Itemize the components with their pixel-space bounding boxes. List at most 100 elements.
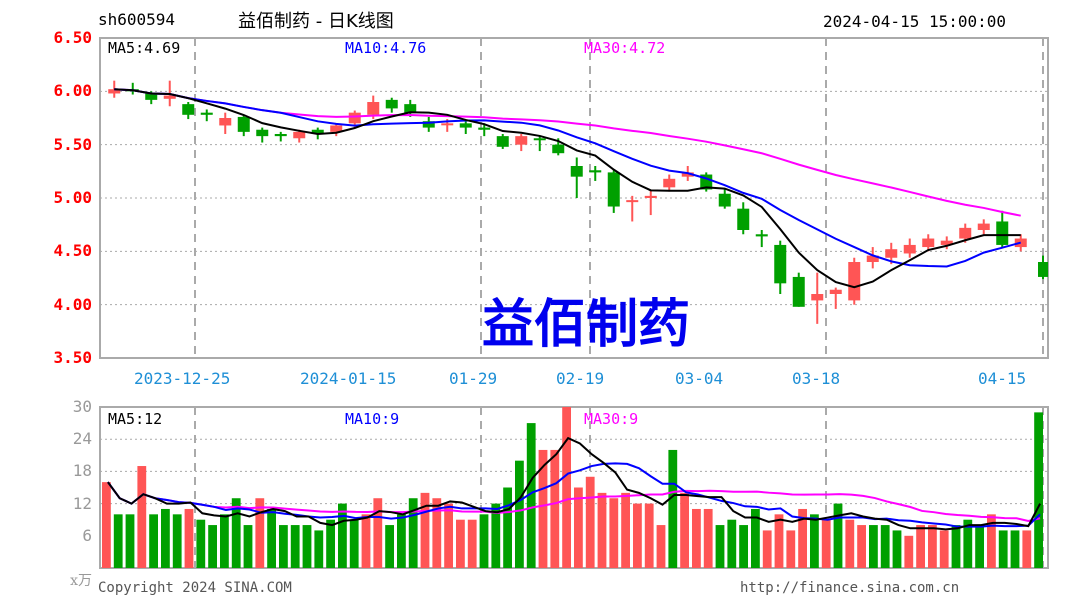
candle-body	[108, 89, 121, 94]
candle-body	[996, 221, 1009, 245]
volume-bar	[703, 508, 713, 568]
volume-bar	[751, 508, 760, 568]
volume-bar	[951, 525, 961, 568]
candle-body	[792, 276, 805, 307]
candle-body	[663, 178, 676, 188]
volume-bar	[833, 503, 843, 568]
candle-body	[848, 262, 861, 301]
volume-y-tick: 18	[72, 461, 92, 481]
volume-ma5-label: MA5:12	[108, 410, 163, 428]
volume-bar	[302, 525, 312, 568]
candle-body	[459, 123, 472, 128]
volume-bar	[467, 519, 477, 568]
volume-bar	[397, 514, 406, 568]
volume-bar	[408, 498, 418, 568]
date-x-tick: 02-19	[556, 369, 605, 388]
candle-body	[182, 104, 195, 115]
volume-bar	[479, 514, 489, 568]
volume-bar	[526, 423, 536, 568]
volume-bar	[928, 525, 937, 568]
volume-bar	[491, 503, 501, 568]
candle-body	[219, 118, 232, 126]
volume-bar	[656, 525, 666, 568]
volume-bar	[739, 525, 748, 568]
volume-bar	[314, 530, 324, 568]
volume-bar	[880, 525, 890, 568]
volume-bar	[574, 487, 583, 568]
volume-unit-label: x万	[70, 573, 92, 589]
volume-bar	[692, 508, 701, 568]
candle-body	[293, 131, 306, 139]
volume-ma10-label: MA10:9	[345, 410, 400, 428]
candle-body	[885, 249, 898, 258]
price-ma10-line	[114, 88, 1022, 268]
volume-bar	[503, 487, 512, 568]
volume-bar	[562, 407, 571, 568]
candle-body	[570, 166, 583, 177]
volume-bar	[621, 492, 630, 568]
volume-bar	[243, 525, 253, 568]
candle-body	[274, 134, 287, 137]
volume-bar	[1022, 530, 1032, 568]
volume-ma5-line	[107, 436, 1041, 531]
chart-datetime: 2024-04-15 15:00:00	[823, 12, 1007, 31]
price-y-tick: 4.00	[53, 294, 92, 314]
volume-bar	[810, 514, 819, 568]
date-x-tick: 01-29	[449, 369, 498, 388]
volume-bar	[786, 530, 796, 568]
volume-bar	[220, 514, 229, 568]
candle-body	[441, 123, 454, 126]
volume-bar	[373, 498, 383, 568]
candle-body	[644, 195, 657, 198]
stock-name-watermark: 益佰制药	[482, 295, 691, 355]
volume-bar	[715, 525, 725, 568]
candle-body	[829, 289, 842, 294]
volume-bar	[644, 503, 654, 568]
footer-url: http://finance.sina.com.cn	[740, 580, 960, 596]
volume-bar	[208, 525, 217, 568]
volume-bar	[255, 498, 265, 568]
volume-bar	[102, 482, 111, 568]
volume-bar	[597, 492, 607, 568]
candle-body	[404, 104, 417, 113]
volume-y-tick: 12	[72, 493, 92, 513]
volume-bar	[633, 503, 642, 568]
candle-body	[515, 136, 528, 145]
candle-body	[496, 136, 509, 147]
volume-bar	[963, 519, 973, 568]
volume-bar	[231, 498, 241, 568]
candle-body	[607, 172, 620, 207]
volume-y-tick: 24	[72, 429, 92, 449]
candle-body	[1038, 262, 1048, 277]
candle-body	[552, 144, 565, 154]
volume-bar	[680, 492, 689, 568]
candle-body	[256, 129, 269, 137]
price-ma5-label: MA5:4.69	[108, 39, 181, 57]
candle-body	[977, 223, 990, 230]
volume-bar	[609, 498, 619, 568]
candle-body	[200, 112, 213, 115]
volume-bar	[125, 514, 135, 568]
candle-body	[755, 234, 768, 237]
candle-body	[163, 95, 176, 99]
candle-body	[589, 170, 602, 173]
chart-title: 益佰制药 - 日K线图	[238, 11, 394, 32]
volume-bar	[550, 449, 560, 568]
volume-bar	[149, 514, 158, 568]
footer-copyright: Copyright 2024 SINA.COM	[98, 580, 292, 596]
candle-body	[718, 193, 731, 207]
price-y-tick: 5.00	[53, 188, 92, 207]
volume-y-tick: 6	[82, 525, 92, 545]
price-y-tick: 6.00	[53, 81, 92, 101]
candle-body	[145, 93, 158, 100]
price-y-tick: 5.50	[53, 134, 92, 154]
volume-bar	[998, 530, 1008, 568]
candle-body	[385, 99, 398, 109]
volume-bar	[290, 525, 300, 568]
volume-bar	[762, 530, 772, 568]
date-x-tick: 04-15	[978, 369, 1027, 388]
volume-bar	[585, 476, 595, 568]
candle-body	[681, 172, 694, 177]
volume-bar	[1010, 530, 1020, 568]
volume-bar	[975, 525, 984, 568]
